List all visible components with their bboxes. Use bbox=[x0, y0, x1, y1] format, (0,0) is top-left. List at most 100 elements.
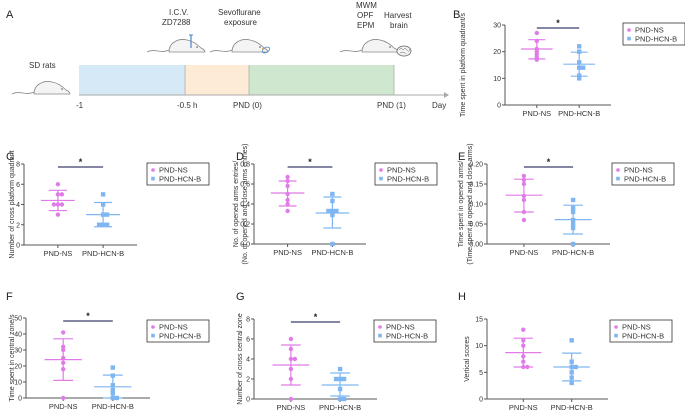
data-point bbox=[570, 217, 576, 223]
data-point bbox=[110, 383, 115, 388]
data-point bbox=[521, 354, 526, 359]
data-point bbox=[285, 174, 290, 180]
data-point bbox=[569, 375, 574, 380]
x-tick-label: PND-HCN-B bbox=[92, 402, 134, 411]
data-point bbox=[521, 338, 526, 343]
data-point bbox=[288, 396, 294, 402]
data-point bbox=[61, 330, 66, 335]
data-point bbox=[330, 241, 335, 247]
data-point bbox=[521, 181, 527, 187]
y-tick-label: 10 bbox=[14, 380, 22, 387]
segment-icv bbox=[185, 65, 249, 95]
rat-icon bbox=[209, 39, 269, 53]
legend-marker-ns bbox=[151, 325, 155, 329]
y-tick-label: 30 bbox=[493, 23, 501, 30]
y-axis-label: Time spent in platform quadrant/s bbox=[460, 12, 467, 117]
data-point bbox=[534, 30, 539, 36]
data-point bbox=[330, 208, 335, 214]
data-point bbox=[285, 178, 290, 184]
legend-label: PND-NS bbox=[387, 166, 416, 175]
y-tick-label: 5 bbox=[479, 370, 483, 377]
data-point bbox=[110, 373, 115, 378]
x-tick-label: PND-NS bbox=[277, 403, 306, 412]
data-point bbox=[521, 193, 527, 199]
y-tick-label: 0.4 bbox=[240, 202, 250, 209]
data-point bbox=[569, 380, 574, 386]
data-point bbox=[577, 76, 582, 81]
y-tick-label: 0.0 bbox=[240, 242, 250, 249]
legend-box bbox=[609, 319, 673, 343]
panel-label: B bbox=[453, 9, 460, 21]
panel-label: E bbox=[458, 151, 465, 163]
x-tick-label: PND-HCN-B bbox=[551, 403, 593, 412]
data-point bbox=[61, 344, 66, 349]
y-axis-label: (No. of opened and close arms entries) bbox=[242, 143, 249, 264]
legend-marker-ns bbox=[627, 28, 631, 32]
y-tick-label: 40 bbox=[14, 332, 22, 339]
legend-box bbox=[611, 162, 675, 186]
y-tick-label: 0 bbox=[497, 103, 501, 110]
event-tests-line2: OPF bbox=[357, 11, 374, 20]
y-tick-label: 0 bbox=[16, 243, 20, 250]
legend-marker-ns bbox=[614, 325, 618, 329]
y-tick-label: 0.05 bbox=[469, 222, 483, 229]
legend-label: PND-NS bbox=[624, 166, 653, 175]
y-tick-label: 0 bbox=[479, 397, 483, 404]
data-point bbox=[61, 360, 66, 365]
data-point bbox=[570, 209, 576, 215]
data-point bbox=[288, 356, 294, 362]
rat-icon bbox=[146, 39, 206, 53]
legend-box bbox=[146, 319, 210, 343]
legend-marker-ns bbox=[151, 168, 155, 172]
data-point bbox=[521, 343, 526, 348]
data-point bbox=[521, 327, 526, 332]
y-tick-label: 15 bbox=[475, 317, 483, 324]
data-point bbox=[521, 173, 527, 179]
data-point bbox=[525, 364, 530, 370]
data-point bbox=[55, 202, 61, 207]
data-point bbox=[55, 192, 61, 197]
panel-label: C bbox=[6, 151, 14, 163]
legend-label: PND-NS bbox=[386, 323, 415, 332]
data-point bbox=[581, 65, 586, 70]
legend-box bbox=[146, 162, 210, 186]
data-point bbox=[334, 208, 339, 214]
legend-marker-ns bbox=[378, 325, 382, 329]
x-tick-label: PND-NS bbox=[49, 402, 78, 411]
y-axis-label: Vertical scores bbox=[464, 336, 471, 382]
data-point bbox=[570, 241, 576, 247]
y-tick-label: 0.15 bbox=[469, 182, 483, 189]
chart-panel-e: E 0.00 0.05 0.10 0.15 0.20 Time spent in opene… bbox=[458, 143, 675, 265]
event-harvest-line1: Harvest bbox=[384, 11, 412, 20]
y-tick-label: 2 bbox=[16, 222, 20, 229]
x-tick-label: PND-NS bbox=[509, 403, 538, 412]
tick-pnd0: PND (0) bbox=[233, 101, 262, 110]
legend-label: PND-HCN-B bbox=[387, 175, 429, 184]
data-point bbox=[285, 191, 290, 197]
data-point bbox=[330, 198, 335, 204]
data-point bbox=[100, 192, 106, 197]
y-tick-label: 50 bbox=[14, 316, 22, 323]
panel-label: G bbox=[236, 291, 245, 303]
data-point bbox=[573, 364, 578, 370]
tick-day: Day bbox=[432, 101, 446, 110]
data-point bbox=[59, 192, 65, 197]
legend-label: PND-NS bbox=[159, 166, 188, 175]
x-tick-label: PND-HCN-B bbox=[319, 403, 361, 412]
data-point bbox=[285, 208, 290, 214]
y-tick-label: 4 bbox=[246, 357, 250, 364]
legend-box bbox=[622, 22, 685, 46]
event-icv-line1: I.C.V. bbox=[169, 8, 188, 17]
y-tick-label: 0 bbox=[18, 396, 22, 403]
legend-marker-hcn bbox=[151, 176, 155, 181]
data-point bbox=[61, 347, 66, 353]
data-point bbox=[61, 367, 66, 372]
x-tick-label: PND-HCN-B bbox=[82, 249, 124, 258]
panel-label-a: A bbox=[6, 9, 14, 21]
data-point bbox=[570, 205, 576, 211]
segment-pre bbox=[79, 65, 185, 95]
